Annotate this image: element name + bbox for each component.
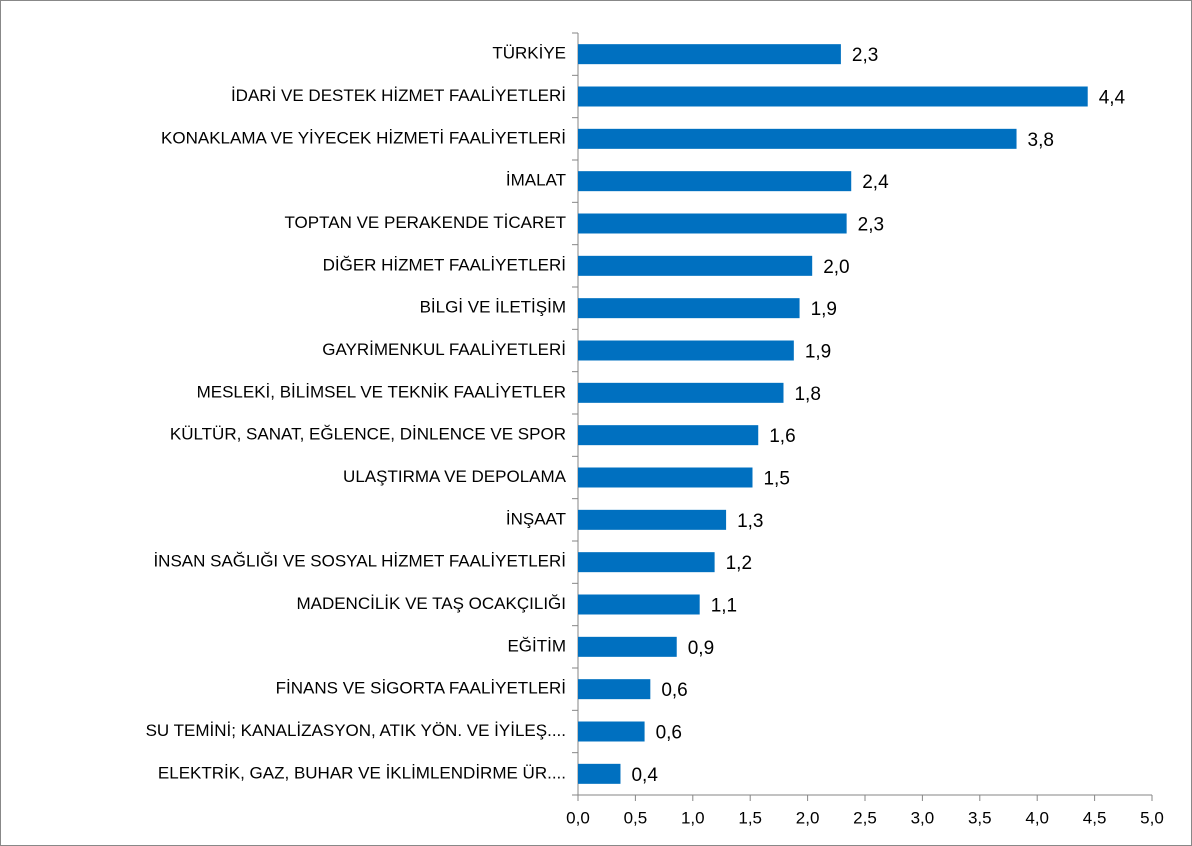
- category-label: KONAKLAMA VE YİYECEK HİZMETİ FAALİYETLER…: [161, 128, 566, 147]
- value-label: 3,8: [1028, 130, 1054, 151]
- bar: [578, 213, 847, 234]
- category-label: MESLEKİ, BİLİMSEL VE TEKNİK FAALİYETLER: [197, 382, 566, 401]
- value-label: 1,9: [805, 342, 831, 363]
- bar: [578, 509, 727, 530]
- value-label: 2,3: [858, 215, 884, 236]
- category-label: EĞİTİM: [507, 636, 566, 655]
- category-label: BİLGİ VE İLETİŞİM: [420, 298, 566, 317]
- category-label: DİĞER HİZMET FAALİYETLERİ: [323, 255, 566, 274]
- bar: [578, 425, 759, 446]
- bar: [578, 128, 1017, 149]
- x-tick-label: 5,0: [1140, 808, 1164, 827]
- category-label: ULAŞTIRMA VE DEPOLAMA: [343, 467, 567, 486]
- value-label: 4,4: [1099, 88, 1126, 109]
- bar: [578, 340, 794, 361]
- value-label: 1,5: [763, 469, 789, 490]
- x-tick-label: 4,0: [1025, 808, 1049, 827]
- bar: [578, 298, 800, 319]
- x-tick-label: 0,0: [566, 808, 590, 827]
- bar: [578, 636, 677, 657]
- x-tick-label: 1,5: [738, 808, 762, 827]
- value-label: 1,3: [737, 511, 763, 532]
- value-label: 0,4: [631, 765, 658, 786]
- x-tick-label: 4,5: [1083, 808, 1107, 827]
- x-tick-label: 2,0: [796, 808, 820, 827]
- bar: [578, 171, 852, 192]
- value-label: 1,1: [711, 596, 737, 617]
- bar: [578, 86, 1088, 107]
- category-label: FİNANS VE SİGORTA FAALİYETLERİ: [276, 679, 566, 698]
- bar: [578, 255, 813, 276]
- value-label: 0,6: [656, 723, 682, 744]
- x-tick-label: 1,0: [681, 808, 705, 827]
- x-tick-label: 0,5: [624, 808, 648, 827]
- value-label: 2,3: [852, 45, 878, 66]
- category-label: KÜLTÜR, SANAT, EĞLENCE, DİNLENCE VE SPOR: [170, 425, 566, 444]
- x-tick-label: 3,0: [911, 808, 935, 827]
- category-label: İNSAN SAĞLIĞI VE SOSYAL HİZMET FAALİYETL…: [153, 552, 566, 571]
- bar: [578, 44, 841, 65]
- category-label: İMALAT: [506, 171, 566, 190]
- bar: [578, 721, 645, 742]
- x-tick-label: 3,5: [968, 808, 992, 827]
- value-label: 1,6: [769, 426, 795, 447]
- value-label: 1,2: [726, 553, 752, 574]
- bar: [578, 467, 753, 488]
- value-label: 2,4: [862, 172, 889, 193]
- bar: [578, 763, 621, 784]
- category-label: TOPTAN VE PERAKENDE TİCARET: [284, 213, 566, 232]
- category-label: ELEKTRİK, GAZ, BUHAR VE İKLİMLENDİRME ÜR…: [158, 763, 566, 782]
- category-label: GAYRİMENKUL FAALİYETLERİ: [322, 340, 566, 359]
- bar: [578, 679, 651, 700]
- value-label: 0,6: [661, 680, 687, 701]
- category-label: SU TEMİNİ; KANALİZASYON, ATIK YÖN. VE İY…: [146, 721, 566, 740]
- bar: [578, 382, 784, 403]
- value-label: 0,9: [688, 638, 714, 659]
- category-label: İNŞAAT: [506, 509, 566, 528]
- value-label: 1,8: [794, 384, 820, 405]
- x-tick-label: 2,5: [853, 808, 877, 827]
- bar: [578, 552, 715, 573]
- bar: [578, 594, 700, 615]
- category-label: İDARİ VE DESTEK HİZMET FAALİYETLERİ: [231, 86, 566, 105]
- value-label: 1,9: [811, 299, 837, 320]
- value-label: 2,0: [823, 257, 849, 278]
- category-label: TÜRKİYE: [492, 44, 566, 63]
- category-label: MADENCİLİK VE TAŞ OCAKÇILIĞI: [296, 594, 566, 613]
